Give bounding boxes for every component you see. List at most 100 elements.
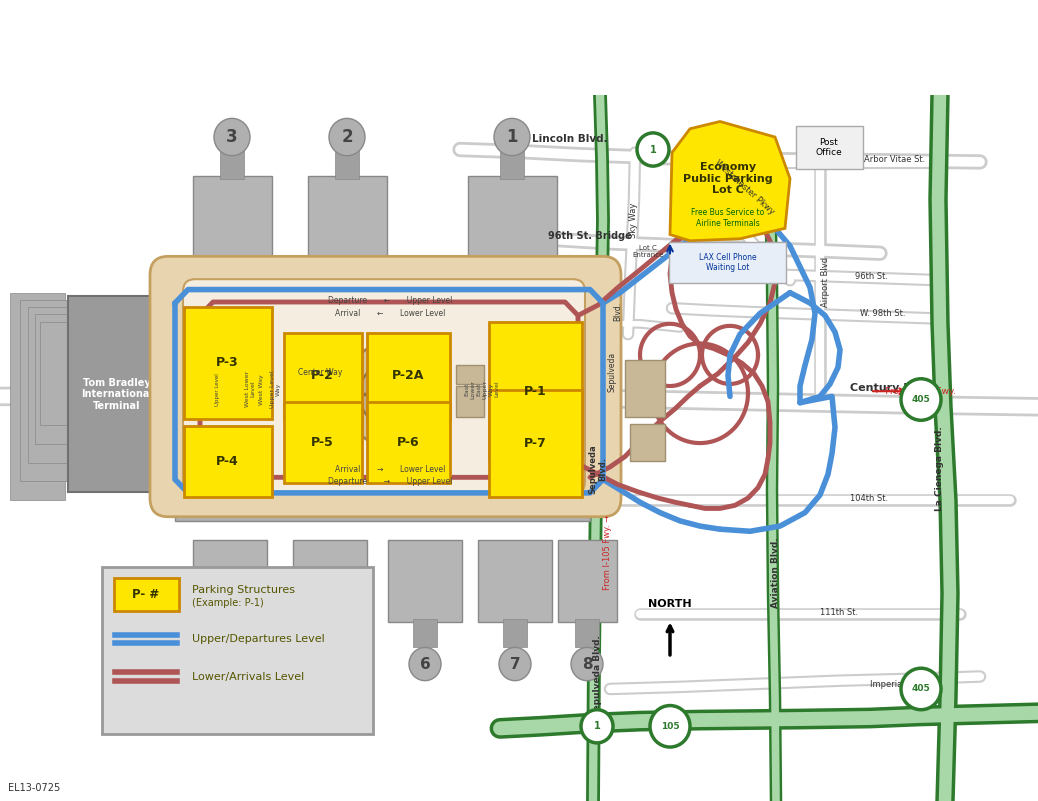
Text: 6: 6 <box>419 657 431 671</box>
Text: Sepulveda
Blvd.: Sepulveda Blvd. <box>589 445 607 494</box>
Text: Upper/Departures Level: Upper/Departures Level <box>192 634 325 644</box>
Text: West Lower
Level: West Lower Level <box>245 371 255 407</box>
Text: P-5: P-5 <box>311 436 334 449</box>
Circle shape <box>494 119 530 155</box>
Text: Departure       ←       Upper Level: Departure ← Upper Level <box>328 296 453 305</box>
Text: P-2A: P-2A <box>391 369 425 382</box>
FancyBboxPatch shape <box>479 540 552 622</box>
Text: 4: 4 <box>224 657 236 671</box>
Text: Economy
Public Parking
Lot C: Economy Public Parking Lot C <box>683 162 773 195</box>
Text: 2: 2 <box>342 128 353 146</box>
Text: 8: 8 <box>581 657 593 671</box>
Text: Sepulveda Blvd.: Sepulveda Blvd. <box>594 635 602 718</box>
Text: P-4: P-4 <box>216 455 239 468</box>
FancyBboxPatch shape <box>218 619 242 647</box>
Text: 96th St. Bridge: 96th St. Bridge <box>548 231 632 240</box>
Text: 1: 1 <box>650 144 656 155</box>
FancyBboxPatch shape <box>310 422 355 449</box>
Circle shape <box>214 647 246 681</box>
Text: 405: 405 <box>911 685 930 694</box>
FancyBboxPatch shape <box>220 150 244 179</box>
FancyBboxPatch shape <box>10 292 65 500</box>
FancyBboxPatch shape <box>468 176 557 259</box>
FancyBboxPatch shape <box>193 540 267 622</box>
Text: Los Angeles World Airports: Los Angeles World Airports <box>872 60 993 69</box>
Text: Lower/Arrivals Level: Lower/Arrivals Level <box>192 671 304 682</box>
Text: From I-105 Fwy. →: From I-105 Fwy. → <box>602 514 611 590</box>
Text: P-6: P-6 <box>397 436 419 449</box>
Text: 405: 405 <box>911 395 930 404</box>
Text: East
Lower: East Lower <box>465 380 475 399</box>
Text: Airport Blvd: Airport Blvd <box>820 257 829 308</box>
FancyBboxPatch shape <box>184 307 272 419</box>
FancyBboxPatch shape <box>489 389 581 497</box>
FancyBboxPatch shape <box>366 332 449 419</box>
Text: 7: 7 <box>510 657 520 671</box>
Text: Departure       →       Upper Level: Departure → Upper Level <box>328 477 453 486</box>
FancyBboxPatch shape <box>388 540 462 622</box>
FancyBboxPatch shape <box>413 619 437 647</box>
Text: Arrival       ←       Lower Level: Arrival ← Lower Level <box>335 309 445 318</box>
Circle shape <box>343 340 447 449</box>
Text: Sepulveda: Sepulveda <box>607 352 617 392</box>
FancyBboxPatch shape <box>151 256 621 517</box>
Text: Century Blvd.: Century Blvd. <box>850 383 935 393</box>
Text: Blvd.: Blvd. <box>613 302 623 321</box>
Text: Lot C
Entrance: Lot C Entrance <box>632 244 663 258</box>
Text: P-7: P-7 <box>523 437 546 449</box>
Circle shape <box>499 647 531 681</box>
FancyBboxPatch shape <box>489 322 581 461</box>
FancyBboxPatch shape <box>283 332 361 419</box>
Text: P-2: P-2 <box>311 369 334 382</box>
FancyBboxPatch shape <box>308 176 387 259</box>
Circle shape <box>329 119 365 155</box>
FancyBboxPatch shape <box>193 176 272 259</box>
FancyBboxPatch shape <box>558 540 617 622</box>
FancyBboxPatch shape <box>456 365 484 384</box>
Circle shape <box>214 119 250 155</box>
FancyBboxPatch shape <box>40 322 75 425</box>
Text: Upper Level
Way: Upper Level Way <box>270 370 280 408</box>
Text: Arrival       →       Lower Level: Arrival → Lower Level <box>335 465 445 473</box>
Polygon shape <box>670 122 790 241</box>
FancyBboxPatch shape <box>20 300 70 481</box>
FancyBboxPatch shape <box>503 619 527 647</box>
Text: LAX: LAX <box>872 18 911 35</box>
Text: Upper Level: Upper Level <box>216 372 220 405</box>
Text: Westchester Pkwy: Westchester Pkwy <box>713 158 776 216</box>
FancyBboxPatch shape <box>102 566 373 734</box>
Text: 105: 105 <box>661 722 679 731</box>
FancyBboxPatch shape <box>183 280 585 494</box>
FancyBboxPatch shape <box>318 619 342 647</box>
Text: Aviation Blvd.: Aviation Blvd. <box>770 537 780 608</box>
FancyBboxPatch shape <box>35 315 75 444</box>
Text: Arbor Vitae St.: Arbor Vitae St. <box>865 155 926 164</box>
Text: ← From I-405 Fwy.: ← From I-405 Fwy. <box>875 387 956 396</box>
Text: West Way: West Way <box>260 374 265 405</box>
Text: 1: 1 <box>594 722 600 731</box>
Text: EL13-0725: EL13-0725 <box>8 783 60 793</box>
Text: (Example: P-1): (Example: P-1) <box>192 598 264 608</box>
Text: Center Way: Center Way <box>298 368 343 377</box>
FancyBboxPatch shape <box>175 485 590 521</box>
Text: 1: 1 <box>507 128 518 146</box>
Text: Way
Level: Way Level <box>489 380 499 397</box>
Circle shape <box>901 668 941 710</box>
Circle shape <box>360 358 430 431</box>
FancyBboxPatch shape <box>335 150 359 179</box>
FancyBboxPatch shape <box>366 402 449 483</box>
Circle shape <box>315 647 346 681</box>
Text: Tom Bradley
International
Terminal: Tom Bradley International Terminal <box>81 378 153 411</box>
Circle shape <box>409 647 441 681</box>
Text: P-1: P-1 <box>523 384 546 398</box>
FancyBboxPatch shape <box>625 360 665 417</box>
FancyBboxPatch shape <box>293 540 367 622</box>
FancyBboxPatch shape <box>500 150 524 179</box>
FancyBboxPatch shape <box>796 126 863 169</box>
FancyBboxPatch shape <box>184 426 272 497</box>
Text: Imperial Hwy: Imperial Hwy <box>870 680 926 690</box>
Text: Lincoln Blvd.: Lincoln Blvd. <box>532 134 608 144</box>
FancyBboxPatch shape <box>28 308 73 463</box>
Text: W. 98th St.: W. 98th St. <box>861 309 905 318</box>
FancyBboxPatch shape <box>69 296 167 492</box>
